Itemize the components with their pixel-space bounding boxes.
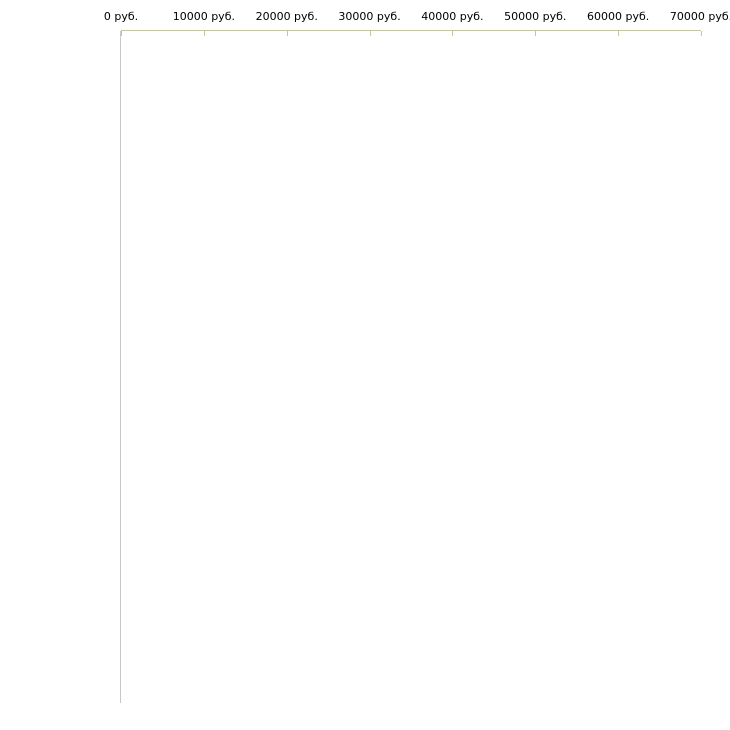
x-axis-tick-label: 20000 руб. [255, 10, 318, 23]
x-axis-tick-label: 70000 руб. [669, 10, 730, 23]
x-axis-tick-label: 30000 руб. [338, 10, 401, 23]
x-axis-tick-label: 0 руб. [103, 10, 139, 23]
x-axis-tick-label: 60000 руб. [587, 10, 650, 23]
y-axis-line [120, 31, 121, 703]
x-axis-tick-label: 10000 руб. [172, 10, 235, 23]
x-axis-line [121, 30, 701, 31]
x-axis-tick [286, 31, 288, 36]
x-axis-tick-label: 40000 руб. [421, 10, 484, 23]
x-axis-tick [701, 31, 702, 36]
x-axis-tick-label: 50000 руб. [504, 10, 567, 23]
x-axis-tick [121, 31, 122, 36]
x-axis-tick [203, 31, 205, 36]
x-axis-tick [452, 31, 454, 36]
x-axis-tick [369, 31, 371, 36]
x-axis-tick [618, 31, 620, 36]
x-axis-tick [535, 31, 537, 36]
